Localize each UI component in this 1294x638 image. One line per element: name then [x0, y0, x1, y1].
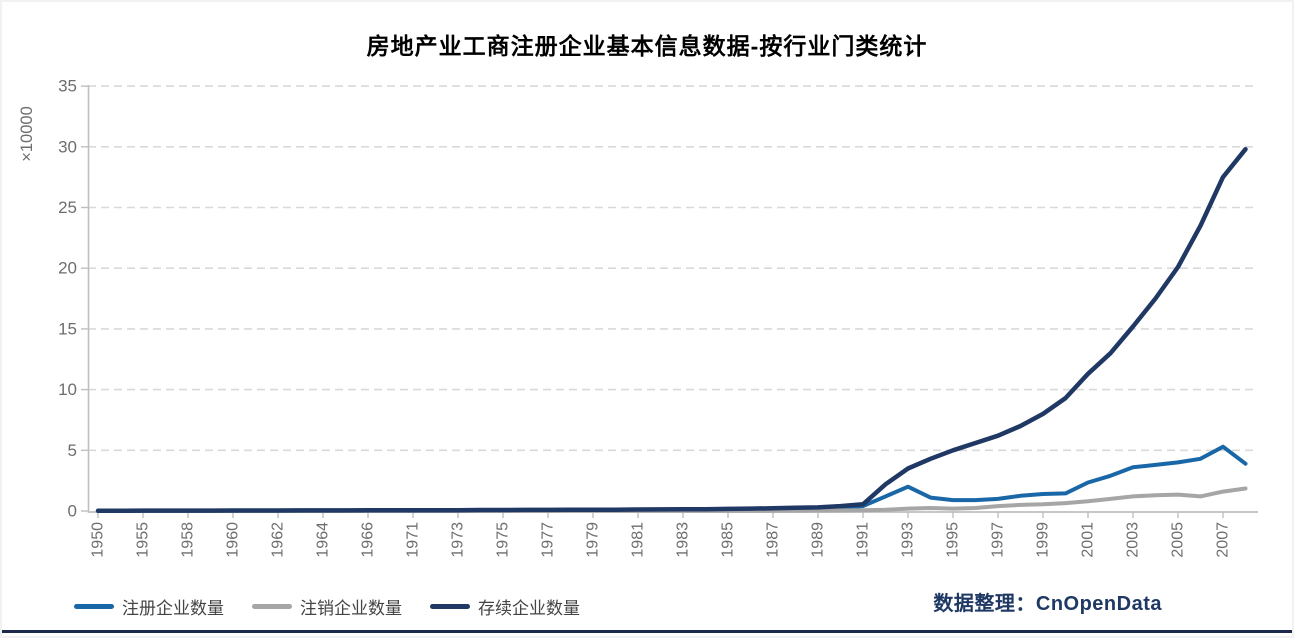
x-tick-label: 1989: [810, 522, 827, 558]
legend-swatch-registered: [74, 604, 114, 609]
legend-swatch-deregistered: [252, 604, 292, 609]
x-tick-label: 1958: [180, 522, 197, 558]
legend-item-registered: 注册企业数量: [74, 594, 224, 619]
chart-title: 房地产业工商注册企业基本信息数据-按行业门类统计: [366, 33, 928, 59]
y-tick-label: 10: [58, 380, 77, 399]
x-tick-label: 1985: [720, 522, 737, 558]
x-tick-label: 1955: [135, 522, 152, 558]
legend-item-surviving: 存续企业数量: [430, 594, 580, 619]
x-tick-label: 1991: [855, 522, 872, 558]
x-tick-label: 1975: [495, 522, 512, 558]
x-tick-label: 1979: [585, 522, 602, 558]
x-tick-label: 1995: [945, 522, 962, 558]
legend-item-deregistered: 注销企业数量: [252, 594, 402, 619]
legend: 注册企业数量 注销企业数量 存续企业数量: [74, 594, 580, 619]
y-tick-label: 0: [68, 502, 77, 521]
y-tick-label: 25: [58, 198, 77, 217]
series-surviving: [95, 146, 1248, 514]
x-tick-label: 1960: [225, 522, 242, 558]
y-tick-label: 30: [58, 137, 77, 156]
x-tick-label: 1993: [900, 522, 917, 558]
legend-label: 注销企业数量: [300, 599, 402, 618]
credit: 数据整理：CnOpenData: [933, 593, 1162, 615]
x-tick-label: 1971: [405, 522, 422, 558]
legend-label: 存续企业数量: [478, 599, 580, 618]
y-axis-unit-label: ×10000: [18, 106, 36, 162]
x-tick-label: 2007: [1215, 522, 1232, 558]
x-tick-label: 1999: [1035, 522, 1052, 558]
x-tick-label: 1977: [540, 522, 557, 558]
x-tick-label: 2005: [1170, 522, 1187, 558]
bottom-bar: [2, 630, 1292, 633]
y-tick-label: 5: [68, 441, 77, 460]
y-tick-label: 15: [58, 319, 77, 338]
x-tick-label: 1964: [315, 522, 332, 558]
x-tick-label: 1962: [270, 522, 287, 558]
x-tick-label: 1983: [675, 522, 692, 558]
x-tick-label: 1997: [990, 522, 1007, 558]
x-tick-label: 1987: [765, 522, 782, 558]
legend-swatch-surviving: [430, 604, 470, 609]
x-tick-label: 2001: [1080, 522, 1097, 558]
legend-label: 注册企业数量: [122, 599, 224, 618]
y-tick-label: 35: [58, 77, 77, 96]
x-tick-label: 1981: [630, 522, 647, 558]
x-tick-label: 1950: [90, 522, 107, 558]
x-tick-label: 1973: [450, 522, 467, 558]
x-tick-label: 2003: [1125, 522, 1142, 558]
y-tick-label: 20: [58, 259, 77, 278]
x-tick-label: 1966: [360, 522, 377, 558]
